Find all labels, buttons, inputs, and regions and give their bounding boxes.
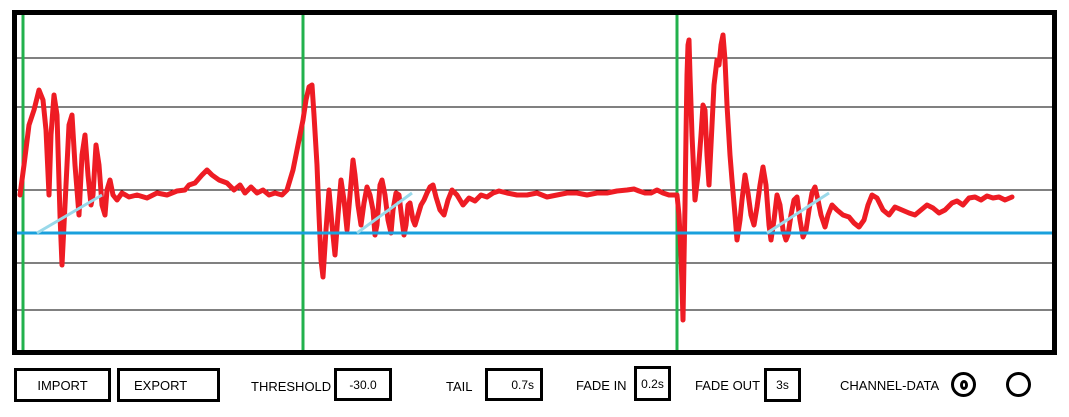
tail-label: TAIL: [446, 379, 473, 394]
channel-radio-2[interactable]: [1006, 372, 1031, 397]
tail-lines: [36, 191, 830, 235]
threshold-label: THRESHOLD: [251, 379, 332, 394]
channel-radio-1[interactable]: [951, 372, 976, 397]
radio-selected-icon: [959, 379, 968, 390]
fade-in-field[interactable]: 0.2s: [634, 366, 671, 401]
waveform-canvas[interactable]: [17, 15, 1052, 350]
import-button[interactable]: IMPORT: [14, 368, 111, 402]
waveform-path: [17, 32, 1015, 323]
waveform-display[interactable]: [12, 10, 1057, 355]
tail-line-3: [766, 191, 830, 235]
fade-in-label: FADE IN: [576, 378, 627, 393]
threshold-field[interactable]: -30.0: [334, 368, 392, 401]
fade-out-field[interactable]: 3s: [764, 368, 801, 402]
grid-lines: [17, 57, 1052, 311]
channel-data-label: CHANNEL-DATA: [840, 378, 940, 393]
export-button[interactable]: EXPORT: [117, 368, 220, 402]
tail-field[interactable]: 0.7s: [485, 368, 543, 401]
fade-out-label: FADE OUT: [695, 378, 761, 393]
toolbar: IMPORT EXPORT THRESHOLD -30.0 TAIL 0.7s …: [0, 360, 1069, 417]
tail-line-2: [356, 191, 413, 235]
tail-line-1: [36, 193, 103, 235]
